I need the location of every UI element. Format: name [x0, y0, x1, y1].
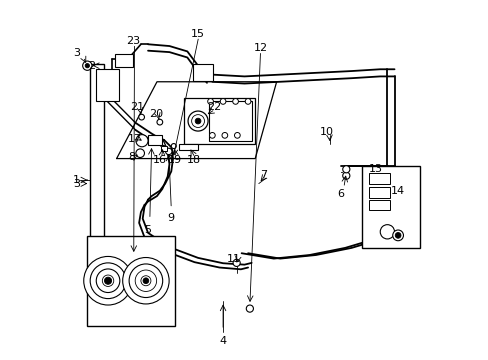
Circle shape	[129, 264, 163, 297]
Bar	[183, 98, 255, 144]
Circle shape	[96, 269, 120, 293]
Circle shape	[207, 99, 213, 104]
Circle shape	[165, 148, 172, 155]
Circle shape	[220, 99, 225, 104]
Bar	[90, 64, 103, 296]
Text: 19: 19	[167, 156, 182, 165]
Circle shape	[392, 230, 403, 241]
Text: 6: 6	[337, 189, 344, 199]
Circle shape	[232, 99, 238, 104]
Bar	[179, 144, 198, 150]
Bar	[368, 173, 389, 184]
Circle shape	[246, 305, 253, 312]
Circle shape	[394, 233, 400, 238]
Bar	[368, 200, 389, 210]
Text: 21: 21	[130, 102, 144, 112]
Circle shape	[90, 263, 125, 298]
Text: 8: 8	[128, 152, 135, 162]
Circle shape	[209, 132, 215, 138]
Circle shape	[82, 61, 92, 70]
Circle shape	[342, 166, 349, 173]
Bar	[362, 166, 419, 248]
Bar	[115, 54, 133, 67]
Circle shape	[143, 278, 148, 284]
Circle shape	[102, 275, 114, 287]
Circle shape	[195, 118, 201, 124]
Text: 7: 7	[260, 170, 267, 180]
Circle shape	[342, 172, 349, 179]
Circle shape	[233, 259, 240, 266]
Bar	[161, 146, 166, 152]
Text: 23: 23	[126, 36, 140, 46]
Text: 9: 9	[167, 212, 175, 222]
Text: 13: 13	[368, 164, 382, 174]
Text: 17: 17	[127, 134, 141, 144]
Text: 15: 15	[191, 28, 204, 39]
Text: 14: 14	[390, 186, 405, 196]
Circle shape	[171, 144, 176, 149]
Bar	[208, 102, 251, 141]
Text: 22: 22	[206, 102, 221, 112]
Bar	[193, 64, 212, 81]
Circle shape	[188, 111, 207, 131]
Text: 3: 3	[73, 48, 80, 58]
Text: 4: 4	[219, 336, 226, 346]
Circle shape	[157, 119, 163, 125]
Circle shape	[139, 114, 144, 120]
Circle shape	[85, 64, 89, 68]
Bar	[86, 237, 175, 326]
Circle shape	[135, 270, 156, 292]
Text: 12: 12	[253, 43, 267, 53]
Text: 10: 10	[319, 127, 333, 137]
Bar	[368, 187, 389, 198]
Circle shape	[83, 256, 132, 305]
Circle shape	[234, 132, 240, 138]
Text: 2: 2	[88, 61, 95, 71]
Text: 1: 1	[73, 175, 80, 185]
Circle shape	[141, 276, 151, 286]
Text: 18: 18	[186, 156, 201, 165]
Bar	[96, 69, 119, 102]
Text: 11: 11	[226, 253, 240, 264]
Circle shape	[222, 132, 227, 138]
Circle shape	[244, 99, 250, 104]
Circle shape	[122, 257, 169, 304]
Circle shape	[191, 114, 204, 127]
Circle shape	[104, 277, 111, 284]
Text: 20: 20	[148, 109, 163, 119]
Circle shape	[136, 135, 148, 147]
Circle shape	[136, 149, 144, 157]
Bar	[148, 135, 162, 145]
Circle shape	[380, 225, 394, 239]
Text: 3: 3	[73, 179, 80, 189]
Text: 5: 5	[144, 225, 151, 235]
Text: 16: 16	[152, 156, 166, 165]
